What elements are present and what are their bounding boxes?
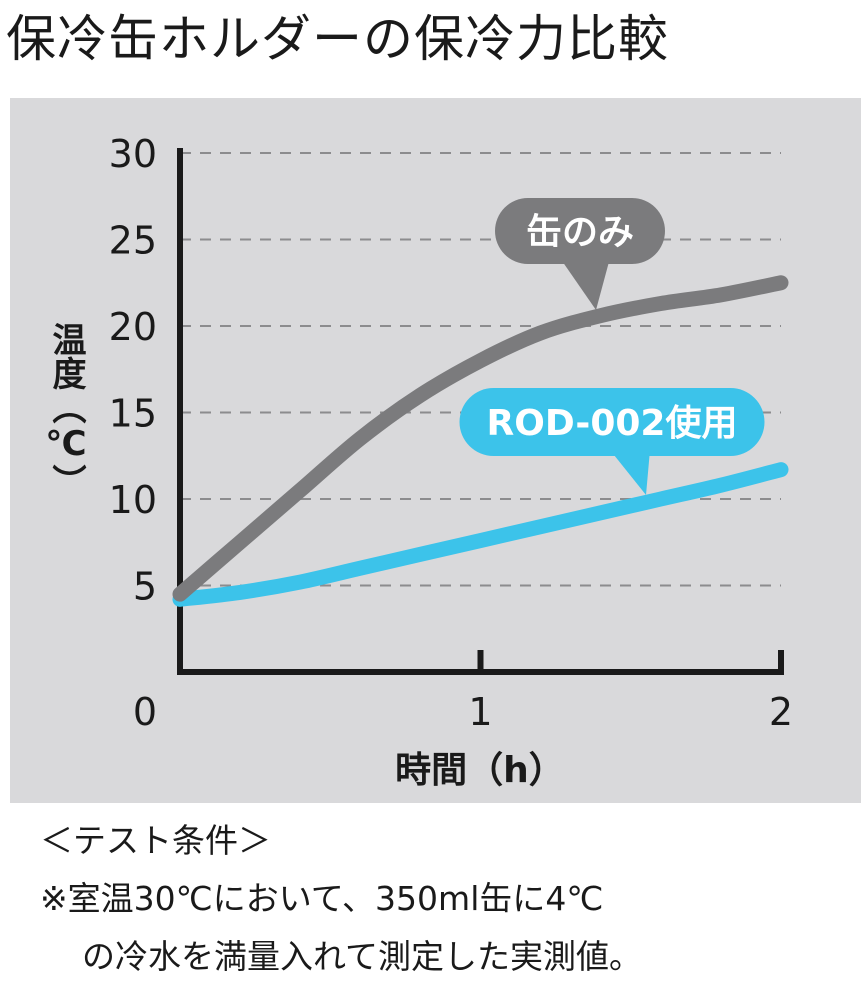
x-tick-label-1: 1 [468, 690, 492, 734]
x-tick-label-2: 2 [769, 690, 793, 734]
series-label-bubble-1 [459, 388, 765, 456]
y-tick-label-25: 25 [109, 219, 157, 263]
series-line-1 [172, 462, 789, 607]
test-conditions: ＜テスト条件＞ ※室温30℃において、350ml缶に4℃ の冷水を満量入れて測定… [40, 812, 855, 986]
series-line-0 [172, 275, 789, 602]
test-conditions-line-1: ※室温30℃において、350ml缶に4℃ [40, 879, 604, 918]
y-tick-label-10: 10 [109, 478, 157, 522]
y-tick-label-15: 15 [109, 392, 157, 436]
series-label-pointer-0 [560, 258, 610, 310]
series-label-1: ROD-002使用 [487, 403, 738, 444]
line-chart: 5 10 15 20 25 30 0 1 2 時間（h） 温度（℃） 缶のみ ROD-002使用 [46, 132, 793, 791]
test-conditions-heading: ＜テスト条件＞ [40, 821, 271, 860]
test-conditions-line-2: の冷水を満量入れて測定した実測値。 [82, 937, 643, 976]
series-label-bubble-0 [495, 198, 665, 264]
x-tick-label-0: 0 [133, 690, 157, 734]
y-tick-label-20: 20 [109, 305, 157, 349]
y-tick-label-30: 30 [109, 132, 157, 176]
series-label-pointer-1 [610, 450, 650, 495]
chart-title: 保冷缶ホルダーの保冷力比較 [6, 10, 669, 68]
series-label-0: 缶のみ [526, 212, 634, 253]
y-axis-label: 温度（℃） [46, 322, 86, 498]
x-axis-label: 時間（h） [395, 750, 565, 791]
y-tick-label-5: 5 [133, 565, 157, 609]
